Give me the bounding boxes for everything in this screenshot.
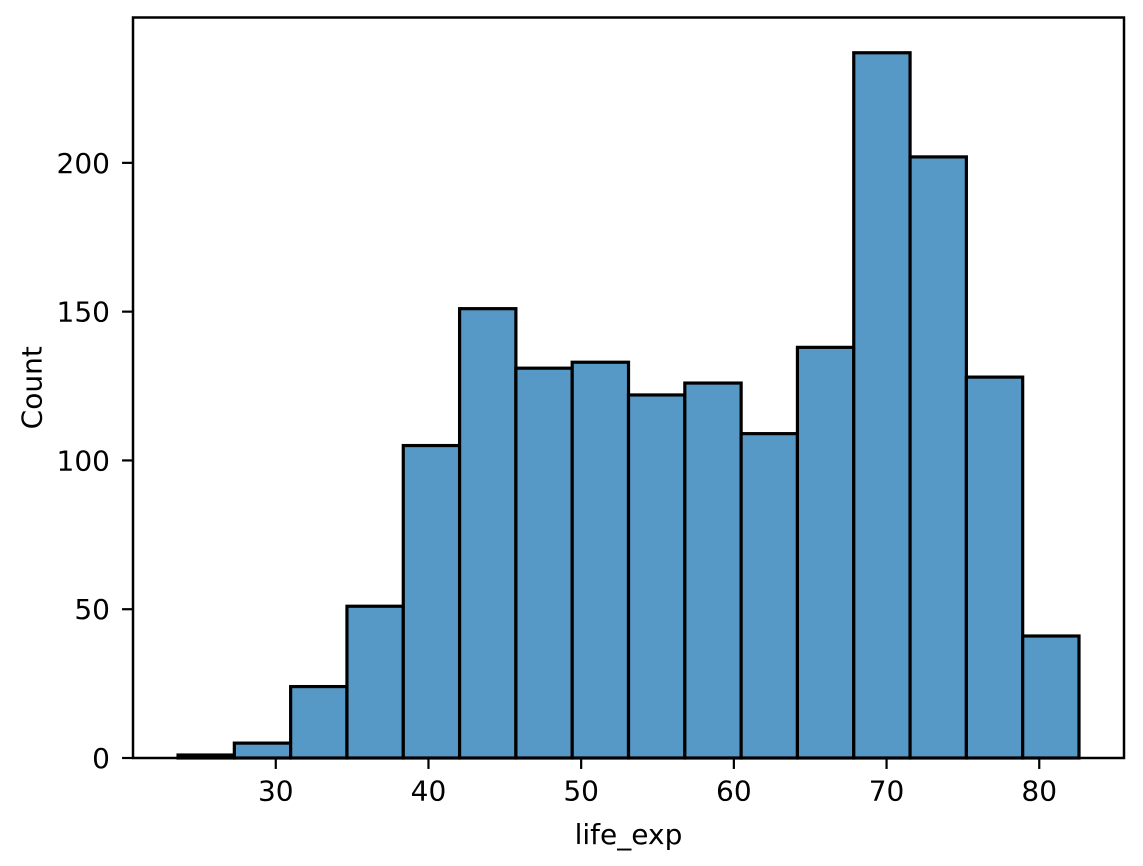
- histogram-bar: [739, 432, 800, 760]
- y-tick-label: 50: [74, 593, 110, 626]
- histogram-bar: [908, 155, 968, 760]
- x-axis-label: life_exp: [575, 818, 683, 851]
- y-tick-label: 150: [57, 296, 110, 329]
- y-tick-label: 0: [92, 742, 110, 775]
- y-tick-label: 100: [57, 444, 110, 477]
- x-tick-label: 80: [1021, 775, 1057, 808]
- histogram-bar: [401, 443, 462, 760]
- y-axis-ticks: 0 50 100 150 200: [57, 147, 133, 775]
- histogram-bar: [795, 345, 856, 760]
- bars-group: [176, 51, 1081, 760]
- axes-border: [131, 16, 1126, 760]
- x-tick-label: 50: [563, 775, 599, 808]
- histogram-bar: [964, 375, 1025, 760]
- histogram-bar: [514, 366, 574, 760]
- x-tick-label: 70: [869, 775, 905, 808]
- histogram-bar: [683, 381, 743, 760]
- x-axis-ticks: 30 40 50 60 70 80: [258, 758, 1057, 808]
- histogram-bar: [570, 360, 631, 760]
- x-tick-label: 60: [716, 775, 752, 808]
- y-axis-label: Count: [16, 346, 49, 429]
- histogram-bar: [1021, 634, 1081, 760]
- histogram-bar: [852, 51, 912, 760]
- y-tick-label: 200: [57, 147, 110, 180]
- histogram-bar: [626, 393, 687, 760]
- histogram-bar: [289, 684, 349, 760]
- histogram-bar: [345, 604, 405, 760]
- x-tick-label: 40: [411, 775, 447, 808]
- histogram-bar: [232, 741, 293, 760]
- histogram-bar: [457, 307, 518, 760]
- x-tick-label: 30: [258, 775, 294, 808]
